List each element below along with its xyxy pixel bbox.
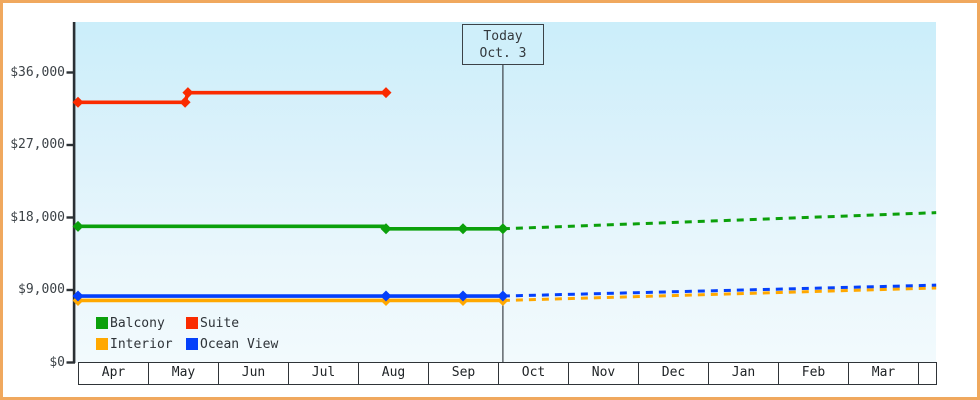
month-cell-partial: [918, 362, 937, 385]
y-axis-tick-label: $27,000: [10, 137, 65, 152]
y-axis-tick-label: $36,000: [10, 64, 65, 80]
y-axis-tick: [66, 361, 75, 364]
legend-item-interior: Interior: [96, 336, 173, 352]
today-marker-date: Oct. 3: [479, 46, 527, 61]
month-cell-jun: Jun: [218, 362, 289, 385]
legend-swatch-balcony: [96, 317, 108, 329]
data-point-balcony: [380, 223, 392, 235]
data-point-ocean-view: [457, 290, 469, 302]
month-cell-apr: Apr: [78, 362, 149, 385]
legend-swatch-suite: [186, 317, 198, 329]
month-cell-sep: Sep: [428, 362, 499, 385]
plot-area: [75, 22, 936, 363]
today-marker-title: Today: [483, 29, 523, 44]
y-axis-tick: [66, 288, 75, 292]
data-point-ocean-view: [380, 290, 392, 302]
month-cell-jul: Jul: [288, 362, 359, 385]
data-point-suite: [380, 87, 392, 99]
y-axis-line: [72, 22, 76, 363]
legend-swatch-interior: [96, 338, 108, 350]
data-point-ocean-view: [72, 290, 84, 302]
data-point-balcony: [72, 220, 84, 232]
legend-label: Balcony: [110, 315, 165, 331]
legend-label: Suite: [200, 315, 240, 331]
y-axis-tick-label: $9,000: [18, 282, 65, 297]
price-trend-chart: [66, 22, 937, 364]
history-line-suite: [78, 90, 386, 105]
y-axis-tick: [66, 216, 75, 219]
legend-label: Interior: [110, 336, 173, 352]
y-axis-tick: [66, 71, 75, 74]
legend-item-balcony: Balcony: [96, 315, 165, 331]
legend-label: Ocean View: [200, 336, 279, 352]
y-axis-tick-label: $0: [49, 354, 65, 370]
history-line-balcony: [78, 224, 503, 231]
month-cell-mar: Mar: [848, 362, 919, 385]
month-cell-dec: Dec: [638, 362, 709, 385]
data-point-balcony: [497, 223, 509, 235]
month-cell-aug: Aug: [358, 362, 429, 385]
legend-item-suite: Suite: [186, 315, 240, 331]
data-point-balcony: [457, 223, 469, 235]
month-cell-jan: Jan: [708, 362, 779, 385]
data-point-suite: [179, 96, 191, 108]
today-marker-box: Today Oct. 3: [462, 24, 544, 65]
legend-swatch-ocean-view: [186, 338, 198, 350]
data-point-suite: [72, 96, 84, 108]
data-point-suite: [182, 87, 194, 99]
y-axis-tick-label: $18,000: [10, 209, 65, 225]
forecast-line-balcony: [502, 211, 937, 231]
month-cell-feb: Feb: [778, 362, 849, 385]
month-cell-may: May: [148, 362, 219, 385]
month-cell-nov: Nov: [568, 362, 639, 385]
month-cell-oct: Oct: [498, 362, 569, 385]
y-axis-tick: [66, 143, 75, 147]
data-point-ocean-view: [497, 290, 509, 302]
legend-item-ocean-view: Ocean View: [186, 336, 279, 352]
